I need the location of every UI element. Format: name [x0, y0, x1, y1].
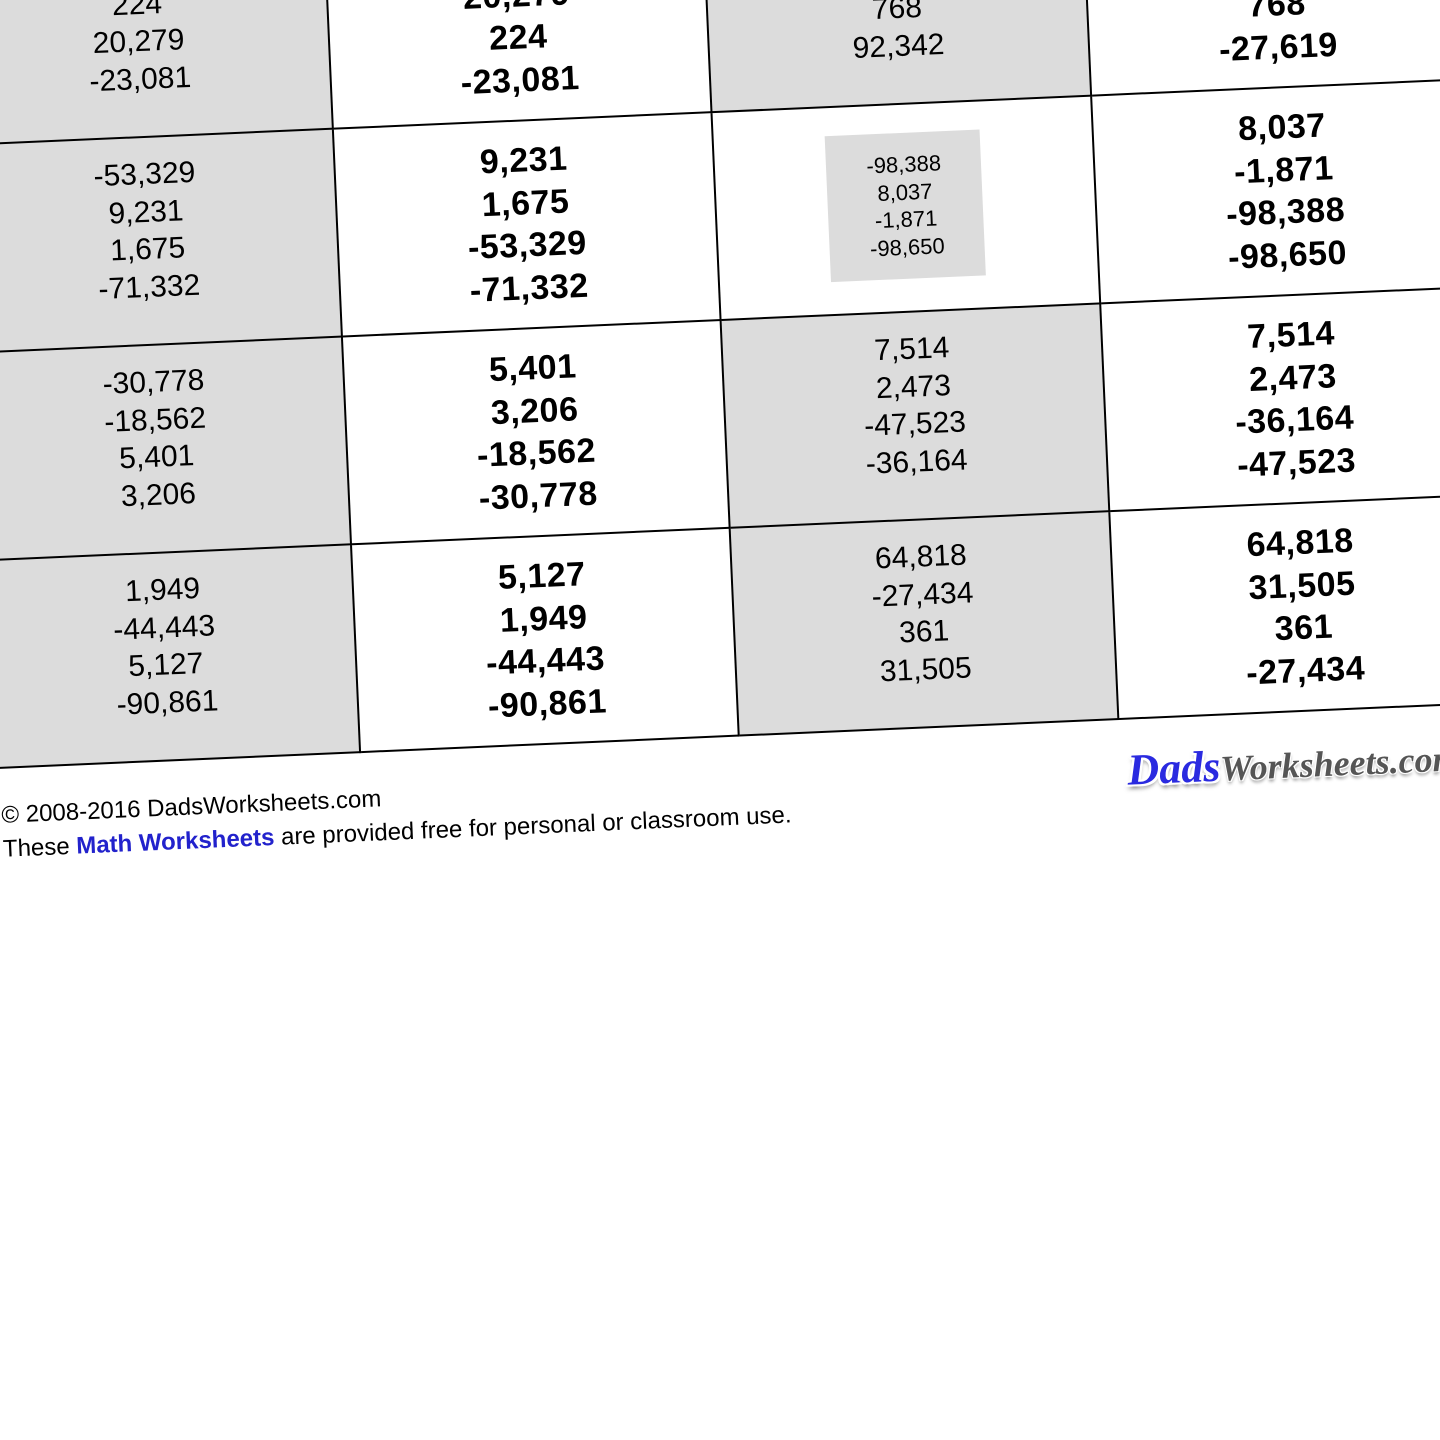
problem-cell: -98,3888,037-1,871-98,650	[711, 96, 1099, 320]
answer-cell: 7,5142,473-36,164-47,523	[1100, 287, 1440, 511]
number-value: -1,871	[868, 204, 944, 235]
usage-prefix: These	[2, 832, 76, 862]
answer-cell: 8,037-1,871-98,388-98,650	[1091, 79, 1440, 303]
number-value: -98,388	[866, 149, 942, 180]
answer-cell: 5,4013,206-18,562-30,778	[341, 320, 729, 544]
answer-cell: 64,81831,505361-27,434	[1109, 495, 1440, 719]
page-stage: 949949-61,65031,02774,409723-85,12747,79…	[0, 0, 1440, 1440]
problem-cell: 1,949-44,4435,127-90,861	[0, 544, 360, 768]
problem-cell: 7,5142,473-47,523-36,164	[721, 303, 1109, 527]
small-problem-box: -98,3888,037-1,871-98,650	[825, 130, 986, 283]
answer-cell: 92,34221,928768-27,619	[1082, 0, 1440, 96]
problem-cell: -53,3299,2311,675-71,332	[0, 129, 341, 353]
number-value: 8,037	[867, 177, 943, 208]
problem-cell: 47,79922420,279-23,081	[0, 0, 332, 145]
logo-part-dads: Dads	[1126, 742, 1221, 795]
problem-cell: -30,778-18,5625,4013,206	[0, 337, 350, 561]
answer-cell: 9,2311,675-53,329-71,332	[332, 112, 720, 336]
number-value: -98,650	[869, 232, 945, 263]
worksheet-table: 949949-61,65031,02774,409723-85,12747,79…	[0, 0, 1440, 770]
problem-cell: 21,928-27,61976892,342	[702, 0, 1090, 112]
problem-cell: 64,818-27,43436131,505	[730, 511, 1118, 735]
worksheet-sheet: 949949-61,65031,02774,409723-85,12747,79…	[0, 0, 1440, 867]
answer-cell: 5,1271,949-44,443-90,861	[350, 528, 738, 752]
math-worksheets-link[interactable]: Math Worksheets	[76, 824, 275, 860]
logo-part-rest: Worksheets.com	[1219, 738, 1440, 788]
answer-cell: 47,79920,279224-23,081	[323, 0, 711, 129]
